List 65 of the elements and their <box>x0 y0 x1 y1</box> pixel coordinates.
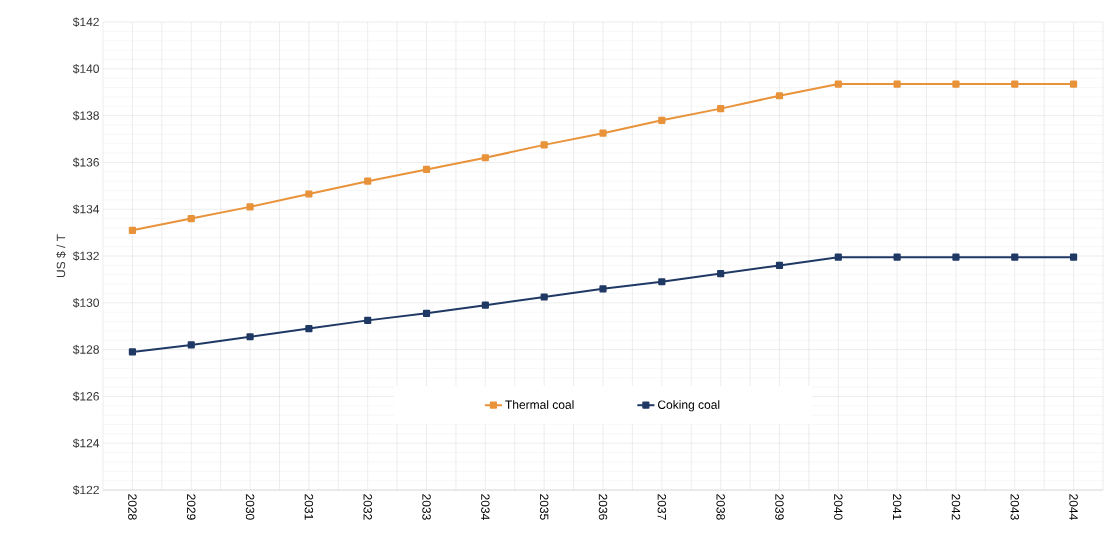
y-tick-label: $126 <box>72 391 99 402</box>
y-tick-label: $132 <box>72 251 99 261</box>
point <box>717 105 725 113</box>
point <box>187 214 195 223</box>
x-tick-label: 2043 <box>1010 494 1020 520</box>
x-tick-label: 2031 <box>304 494 314 520</box>
point <box>364 177 372 185</box>
point <box>717 269 725 278</box>
x-tick-label: 2044 <box>1069 494 1078 520</box>
point <box>658 116 666 124</box>
y-tick-label: $122 <box>72 485 99 495</box>
point <box>540 293 548 301</box>
x-tick-label: 2028 <box>128 494 137 520</box>
y-tick-label: $140 <box>72 63 99 74</box>
point <box>658 278 666 286</box>
x-tick-label: 2033 <box>422 494 431 520</box>
y-tick-label: $124 <box>72 438 100 449</box>
point <box>187 341 195 349</box>
point <box>305 324 313 333</box>
point <box>540 141 548 149</box>
point <box>128 226 137 234</box>
x-tick-label: 2041 <box>892 494 902 520</box>
legend-label: Coking coal <box>658 400 720 412</box>
y-tick-label: $128 <box>72 344 99 355</box>
y-tick-label: $136 <box>72 157 99 168</box>
x-tick-label: 2029 <box>187 494 196 520</box>
point <box>422 309 431 317</box>
x-tick-label: 2037 <box>657 494 667 520</box>
x-tick-label: 2032 <box>363 494 372 520</box>
point <box>364 316 372 324</box>
point <box>1069 80 1078 88</box>
y-tick-label: $134 <box>72 204 100 215</box>
point <box>893 253 901 261</box>
point <box>834 80 842 88</box>
point <box>775 92 784 100</box>
point <box>481 154 489 162</box>
y-axis-title: US $ / T <box>56 234 66 278</box>
point <box>952 253 960 261</box>
x-tick-label: 2040 <box>834 494 843 520</box>
x-tick-label: 2030 <box>245 494 255 520</box>
point <box>775 261 784 269</box>
point <box>481 301 489 309</box>
x-tick-label: 2035 <box>539 494 549 520</box>
point <box>246 333 254 341</box>
point <box>599 129 607 137</box>
point <box>1011 80 1019 88</box>
point <box>893 80 901 88</box>
y-tick-label: $142 <box>72 17 99 27</box>
x-tick-label: 2042 <box>951 494 961 520</box>
legend-label: Thermal coal <box>505 400 574 409</box>
point <box>1011 253 1019 261</box>
x-tick-label: 2036 <box>598 494 608 520</box>
point <box>128 348 137 356</box>
point <box>422 165 431 174</box>
point <box>952 80 960 88</box>
x-tick-label: 2039 <box>775 494 784 520</box>
point <box>246 203 254 211</box>
point <box>1069 253 1078 261</box>
y-tick-label: $130 <box>72 297 99 308</box>
point <box>305 190 313 198</box>
y-tick-label: $138 <box>72 110 99 121</box>
point <box>834 253 842 261</box>
point <box>599 285 607 293</box>
x-tick-label: 2038 <box>716 494 725 520</box>
x-tick-label: 2034 <box>481 494 490 520</box>
